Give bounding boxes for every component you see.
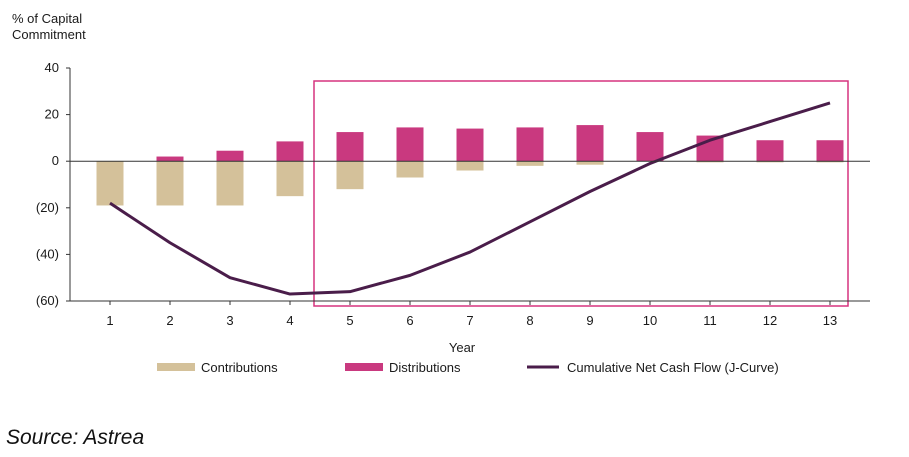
distributions-bar bbox=[636, 132, 664, 162]
x-tick-label: 8 bbox=[526, 313, 533, 328]
distributions-bar bbox=[756, 140, 784, 162]
contributions-bar bbox=[456, 161, 484, 171]
distributions-bar bbox=[336, 132, 364, 162]
x-tick-label: 5 bbox=[346, 313, 353, 328]
contributions-bar bbox=[156, 161, 184, 206]
distributions-bar bbox=[816, 140, 844, 162]
y-tick-label: 20 bbox=[45, 107, 59, 122]
legend-label: Distributions bbox=[389, 360, 461, 375]
contributions-bar bbox=[96, 161, 124, 206]
contributions-bar bbox=[396, 161, 424, 178]
y-tick-label: (40) bbox=[36, 246, 59, 261]
highlight-box bbox=[313, 80, 849, 307]
x-tick-label: 1 bbox=[106, 313, 113, 328]
y-tick-label: (60) bbox=[36, 293, 59, 308]
distributions-bar bbox=[456, 128, 484, 162]
y-axis-label: % of Capital Commitment bbox=[12, 11, 86, 42]
x-tick-label: 10 bbox=[643, 313, 657, 328]
x-tick-label: 13 bbox=[823, 313, 837, 328]
x-tick-label: 2 bbox=[166, 313, 173, 328]
legend-swatch bbox=[157, 363, 195, 371]
contributions-bar bbox=[516, 161, 544, 166]
legend-label: Contributions bbox=[201, 360, 278, 375]
x-tick-label: 9 bbox=[586, 313, 593, 328]
distributions-bar bbox=[276, 141, 304, 162]
x-tick-label: 4 bbox=[286, 313, 293, 328]
contributions-bar bbox=[576, 161, 604, 165]
distributions-bar bbox=[396, 127, 424, 162]
contributions-bar bbox=[276, 161, 304, 197]
distributions-bar bbox=[156, 156, 184, 162]
distributions-bar bbox=[516, 127, 544, 162]
contributions-bar bbox=[336, 161, 364, 190]
legend-label: Cumulative Net Cash Flow (J-Curve) bbox=[567, 360, 779, 375]
j-curve-line bbox=[109, 101, 831, 296]
contributions-bar bbox=[696, 161, 724, 163]
y-tick-label: 40 bbox=[45, 60, 59, 75]
distributions-bar bbox=[216, 150, 244, 162]
source-note: Source: Astrea bbox=[6, 426, 145, 449]
x-tick-label: 12 bbox=[763, 313, 777, 328]
x-tick-label: 3 bbox=[226, 313, 233, 328]
contributions-bar bbox=[216, 161, 244, 206]
x-tick-label: 11 bbox=[703, 313, 717, 328]
contributions-bar bbox=[756, 161, 784, 163]
x-tick-label: 6 bbox=[406, 313, 413, 328]
distributions-bar bbox=[576, 125, 604, 162]
x-axis-label: Year bbox=[449, 340, 476, 355]
y-tick-label: 0 bbox=[52, 153, 59, 168]
y-tick-label: (20) bbox=[36, 200, 59, 215]
contributions-bar bbox=[816, 161, 844, 163]
x-tick-label: 7 bbox=[466, 313, 473, 328]
legend-swatch bbox=[345, 363, 383, 371]
